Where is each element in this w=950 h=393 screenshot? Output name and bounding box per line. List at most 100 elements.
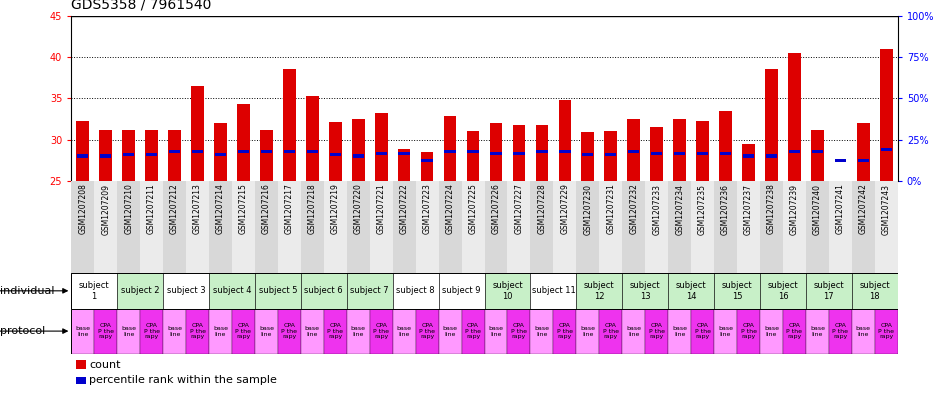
Text: CPA
P the
rapy: CPA P the rapy [419,323,435,340]
Bar [260,130,273,181]
Bar [622,309,645,354]
Text: CPA
P the
rapy: CPA P the rapy [236,323,252,340]
Bar [530,273,577,309]
Text: CPA
P the
rapy: CPA P the rapy [98,323,114,340]
Text: GSM1207219: GSM1207219 [331,184,340,235]
Bar [215,153,226,156]
Text: base
line: base line [580,326,596,336]
Text: CPA
P the
rapy: CPA P the rapy [602,323,618,340]
Text: CPA
P the
rapy: CPA P the rapy [373,323,390,340]
Bar [720,152,732,155]
Text: GSM1207217: GSM1207217 [285,184,294,235]
Bar [209,181,232,273]
Text: GSM1207238: GSM1207238 [767,184,776,235]
Text: subject 9: subject 9 [443,286,481,295]
Text: base
line: base line [213,326,228,336]
Bar [577,273,622,309]
Text: base
line: base line [397,326,411,336]
Text: GSM1207224: GSM1207224 [446,184,454,235]
Text: base
line: base line [673,326,687,336]
Text: GSM1207236: GSM1207236 [721,184,730,235]
Bar [691,181,714,273]
Text: base
line: base line [810,326,825,336]
Text: base
line: base line [535,326,549,336]
Text: GSM1207215: GSM1207215 [239,184,248,235]
Text: GSM1207223: GSM1207223 [423,184,431,235]
Text: CPA
P the
rapy: CPA P the rapy [740,323,756,340]
Bar [760,273,806,309]
Bar [668,181,692,273]
Text: subject 7: subject 7 [351,286,389,295]
Bar [513,152,524,155]
Text: GSM1207209: GSM1207209 [102,184,110,235]
Text: GSM1207211: GSM1207211 [147,184,156,234]
Bar [674,152,685,155]
Bar [232,181,255,273]
Text: GSM1207214: GSM1207214 [216,184,225,235]
Bar [421,152,433,181]
Text: CPA
P the
rapy: CPA P the rapy [787,323,803,340]
Bar [880,49,893,181]
Text: GSM1207227: GSM1207227 [515,184,523,235]
Text: subject
16: subject 16 [768,281,798,301]
Bar [691,309,714,354]
Bar [553,181,577,273]
Text: individual: individual [0,286,54,296]
Text: subject
18: subject 18 [860,281,890,301]
Bar [255,273,301,309]
Bar [628,151,639,153]
Bar [330,153,341,156]
Text: GSM1207231: GSM1207231 [606,184,616,235]
Bar [71,273,117,309]
Bar [370,309,392,354]
Bar [714,273,760,309]
Bar [444,116,456,181]
Text: CPA
P the
rapy: CPA P the rapy [327,323,343,340]
Text: GSM1207234: GSM1207234 [675,184,684,235]
Bar [191,86,204,181]
Bar [742,145,755,181]
Bar [852,181,875,273]
Text: GSM1207216: GSM1207216 [262,184,271,235]
Bar [560,151,571,153]
Bar [530,181,553,273]
Bar [392,273,439,309]
Text: CPA
P the
rapy: CPA P the rapy [878,323,894,340]
Bar [828,181,852,273]
Bar [146,153,158,156]
Bar [306,96,318,181]
Text: CPA
P the
rapy: CPA P the rapy [189,323,205,340]
Bar [100,154,111,158]
Bar [392,181,416,273]
Bar [324,181,347,273]
Bar [783,309,806,354]
Bar [760,181,783,273]
Bar [645,181,668,273]
Bar [599,181,622,273]
Text: CPA
P the
rapy: CPA P the rapy [143,323,160,340]
Text: GSM1207212: GSM1207212 [170,184,179,234]
Text: base
line: base line [75,326,90,336]
Bar [347,273,392,309]
Bar [743,154,754,158]
Bar [581,132,594,181]
Bar [439,309,462,354]
Bar [507,181,530,273]
Text: subject 5: subject 5 [258,286,297,295]
Bar [559,100,571,181]
Bar [536,125,548,181]
Text: base
line: base line [167,326,182,336]
Text: base
line: base line [351,326,366,336]
Text: base
line: base line [764,326,779,336]
Bar [490,152,502,155]
Bar [392,309,416,354]
Bar [604,131,618,181]
Text: subject
17: subject 17 [813,281,845,301]
Bar [141,309,163,354]
Bar [71,181,94,273]
Bar [811,130,824,181]
Bar [238,151,249,153]
Text: GSM1207222: GSM1207222 [400,184,408,234]
Text: GSM1207240: GSM1207240 [813,184,822,235]
Bar [605,153,617,156]
